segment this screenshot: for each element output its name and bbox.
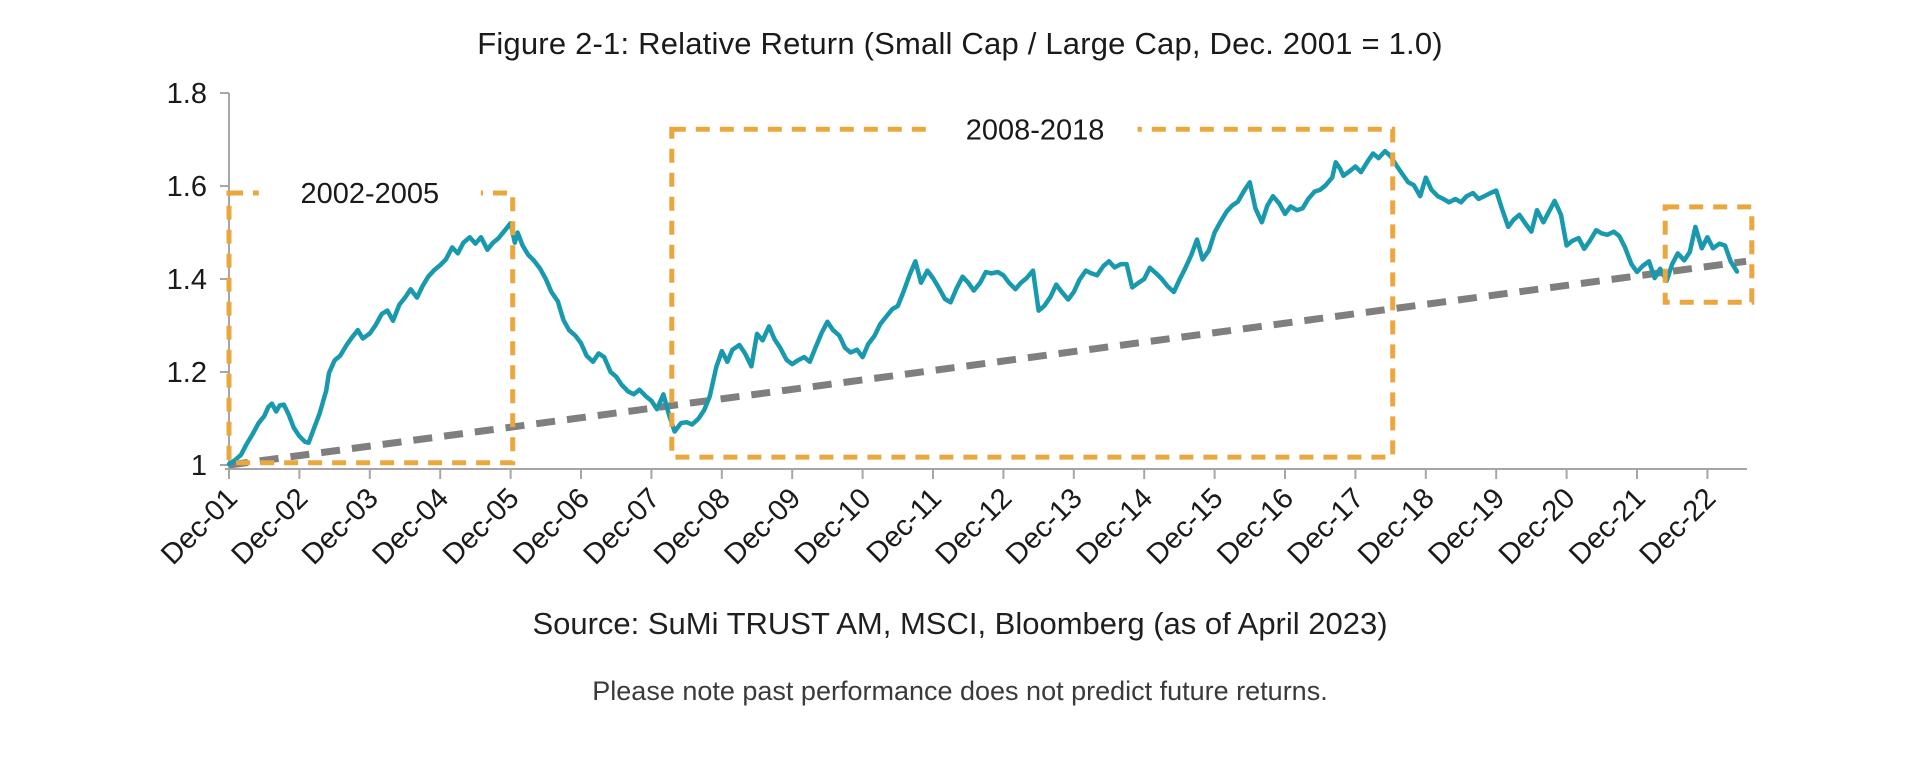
x-tick-label: Dec-14 <box>1070 482 1159 571</box>
highlight-box <box>226 190 516 466</box>
chart-title: Figure 2-1: Relative Return (Small Cap /… <box>477 26 1443 61</box>
x-tick-label: Dec-15 <box>1141 482 1230 571</box>
x-tick-label: Dec-21 <box>1563 482 1652 571</box>
x-tick-label: Dec-22 <box>1634 482 1723 571</box>
x-tick-label: Dec-05 <box>437 482 526 571</box>
highlight-label-mask <box>932 108 1138 151</box>
x-tick-label: Dec-01 <box>155 482 244 571</box>
y-tick-label: 1.8 <box>167 78 207 110</box>
x-tick-label: Dec-20 <box>1493 482 1582 571</box>
trend-line <box>228 257 1747 469</box>
x-tick-label: Dec-10 <box>789 482 878 571</box>
y-tick-label: 1.4 <box>167 264 207 296</box>
x-tick-label: Dec-03 <box>296 482 385 571</box>
x-tick-label: Dec-04 <box>366 482 455 571</box>
y-tick-label: 1.6 <box>167 171 207 203</box>
highlight-period-label: 2008-2018 <box>966 114 1105 146</box>
x-tick-label: Dec-17 <box>1282 482 1371 571</box>
highlight-box <box>1662 204 1755 305</box>
highlight-label-mask <box>258 171 481 214</box>
x-tick-label: Dec-06 <box>507 482 596 571</box>
y-tick-label: 1.2 <box>167 357 207 389</box>
x-tick-label: Dec-12 <box>930 482 1019 571</box>
x-tick-label: Dec-13 <box>1000 482 1089 571</box>
x-tick-label: Dec-16 <box>1211 482 1300 571</box>
highlight-box <box>669 126 1396 460</box>
disclaimer-note: Please note past performance does not pr… <box>592 676 1328 706</box>
relative-return-line <box>226 148 1740 467</box>
x-tick-label: Dec-07 <box>578 482 667 571</box>
x-tick-label: Dec-09 <box>718 482 807 571</box>
y-tick-label: 1 <box>191 450 207 482</box>
highlight-period-label: 2002-2005 <box>300 178 439 210</box>
x-tick-label: Dec-19 <box>1422 482 1511 571</box>
x-tick-label: Dec-18 <box>1352 482 1441 571</box>
source-caption: Source: SuMi TRUST AM, MSCI, Bloomberg (… <box>532 606 1388 641</box>
x-tick-label: Dec-08 <box>648 482 737 571</box>
x-tick-label: Dec-02 <box>226 482 315 571</box>
x-tick-label: Dec-11 <box>861 482 948 569</box>
